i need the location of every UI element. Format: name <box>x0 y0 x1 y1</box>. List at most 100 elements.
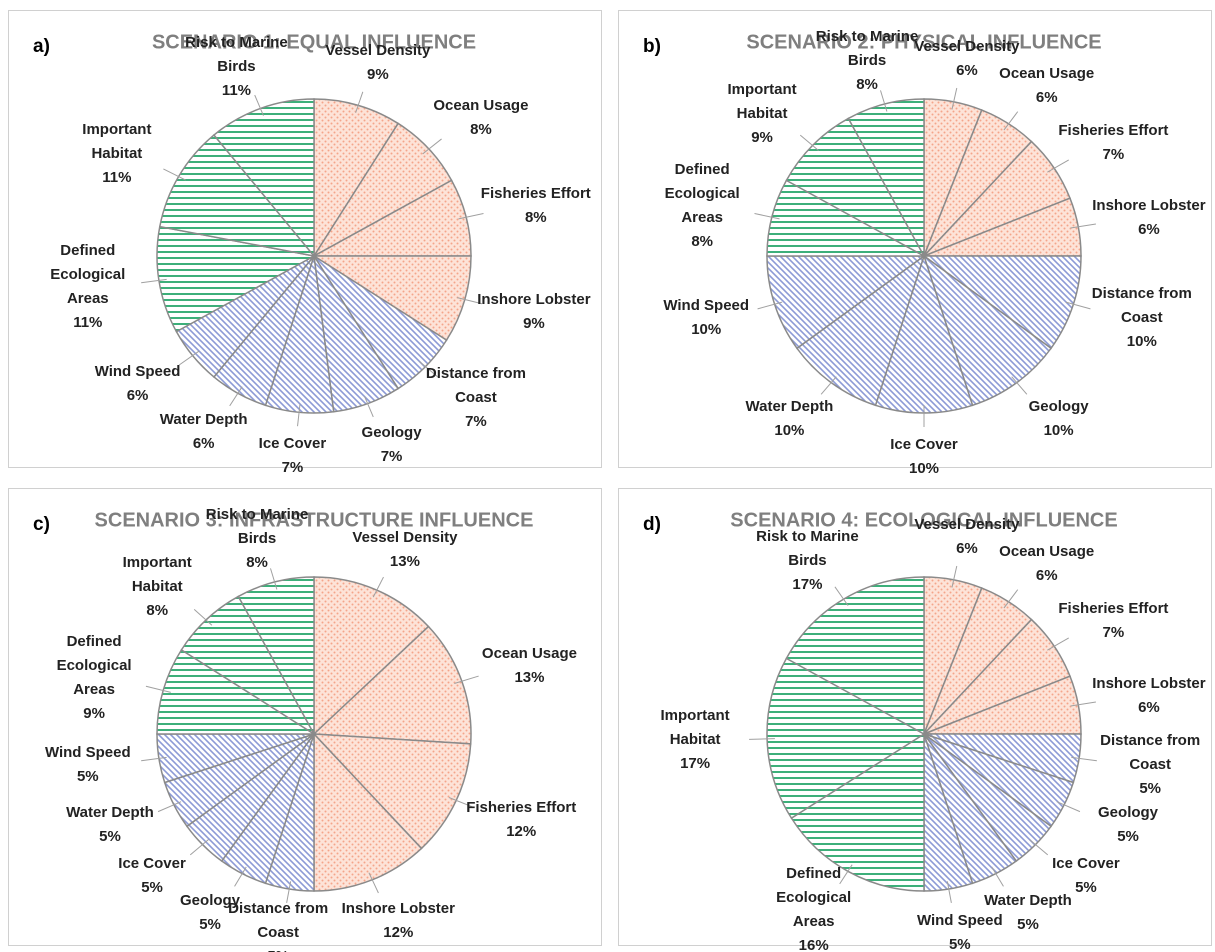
pie-slice <box>313 576 430 736</box>
slice-label: Wind Speed 10% <box>647 294 765 342</box>
category-label: Vessel Density <box>914 37 1020 55</box>
value-label: 7% <box>281 459 304 477</box>
slice-label: Fisheries Effort 12% <box>462 796 580 844</box>
leader-line <box>178 350 200 366</box>
value-label: 7% <box>1102 624 1125 642</box>
panel: a) SCENARIO 1: EQUAL INFLUENCE Vessel Dens… <box>8 10 602 476</box>
category-label: Ice Cover <box>258 435 327 453</box>
value-label: 8% <box>470 121 492 139</box>
chart-title: SCENARIO 4: ECOLOGICAL INFLUENCE <box>730 509 1117 531</box>
chart-title: SCENARIO 3: INFRASTRUCTURE INFLUENCE <box>95 509 534 531</box>
value-label: 12% <box>383 923 414 941</box>
slice-label: Water Depth 6% <box>145 408 263 456</box>
slice-label: Fisheries Effort 7% <box>1054 597 1172 645</box>
value-label: 10% <box>908 460 940 477</box>
category-label: Important Habitat <box>660 707 730 749</box>
leader-line <box>1070 223 1096 229</box>
leader-line <box>286 881 292 903</box>
pie-slice <box>790 732 925 892</box>
leader-line <box>254 94 264 116</box>
pie-slice <box>158 133 316 258</box>
value-label: 8% <box>691 233 714 250</box>
slice-label: Important Habitat 9% <box>703 78 821 150</box>
leader-line <box>141 278 167 284</box>
slice-label: Water Depth 10% <box>730 395 848 443</box>
slice-label: Geology 10% <box>1000 395 1118 443</box>
panel: b) SCENARIO 2: PHYSICAL INFLUENCE Vessel D… <box>618 10 1212 477</box>
leader-line <box>422 138 442 155</box>
category-label: Inshore Lobster <box>1092 197 1206 215</box>
category-label: Ice Cover <box>890 436 958 453</box>
leader-line <box>1047 159 1069 173</box>
slice-label: Fisheries Effort 8% <box>477 182 595 230</box>
slice-label: Geology 5% <box>1069 801 1187 849</box>
leader-line <box>457 297 483 305</box>
pie-slice <box>922 254 1053 407</box>
value-label: 17% <box>680 755 711 773</box>
pie-chart: c) SCENARIO 3: INFRASTRUCTURE INFLUENCE <box>33 509 534 903</box>
leader-line <box>880 90 888 112</box>
category-label: Distance from Coast <box>1091 285 1192 327</box>
value-label: 8% <box>246 554 268 572</box>
slice-label: Defined Ecological Areas 11% <box>29 239 147 335</box>
category-label: Wind Speed <box>44 744 131 762</box>
slice-label: Defined Ecological Areas 16% <box>755 862 873 952</box>
value-label: 13% <box>389 552 420 570</box>
leader-line <box>1047 637 1069 651</box>
slice-label: Inshore Lobster 12% <box>339 897 457 945</box>
leader-line <box>1011 376 1028 395</box>
category-label: Vessel Density <box>325 41 431 59</box>
category-label: Wind Speed <box>94 363 181 381</box>
slice-label: Ocean Usage 8% <box>422 94 540 142</box>
slice-label: Distance from Coast 5% <box>219 897 337 952</box>
pie-chart: a) SCENARIO 1: EQUAL INFLUENCE <box>33 31 484 427</box>
leader-line <box>157 801 182 813</box>
value-label: 5% <box>1117 828 1139 846</box>
value-label: 5% <box>1075 879 1097 897</box>
category-label: Risk to Marine Birds <box>815 28 919 70</box>
value-label: 6% <box>1138 221 1160 239</box>
slice-label: Distance from Coast 5% <box>1091 729 1209 801</box>
value-label: 6% <box>126 387 149 405</box>
leader-line <box>1070 701 1096 707</box>
value-label: 9% <box>523 315 545 333</box>
category-label: Geology <box>180 892 241 910</box>
leader-line <box>951 87 958 110</box>
value-label: 7% <box>465 413 487 431</box>
slice-label: Ice Cover 10% <box>865 433 983 481</box>
leader-line <box>193 608 213 626</box>
category-label: Important Habitat <box>727 80 797 122</box>
slice-label: Geology 5% <box>151 889 269 937</box>
slice-label: Ice Cover 5% <box>1027 852 1145 900</box>
category-label: Important Habitat <box>122 554 192 596</box>
slice-label: Water Depth 5% <box>969 889 1087 937</box>
category-label: Ocean Usage <box>481 644 577 662</box>
slice-label: Geology 7% <box>333 421 451 469</box>
leader-line <box>141 756 167 762</box>
category-label: Inshore Lobster <box>341 899 455 917</box>
value-label: 10% <box>691 321 722 339</box>
leader-line <box>163 168 186 181</box>
category-label: Geology <box>361 424 422 442</box>
value-label: 16% <box>798 937 829 952</box>
panel: c) SCENARIO 3: INFRASTRUCTURE INFLUENCE Ve… <box>8 488 602 952</box>
category-label: Ice Cover <box>1052 855 1120 873</box>
slice-label: Inshore Lobster 6% <box>1090 672 1208 720</box>
value-label: 9% <box>751 128 773 146</box>
value-label: 6% <box>956 539 978 557</box>
leader-line <box>834 586 849 606</box>
value-label: 8% <box>856 76 878 94</box>
slice-label: Wind Speed 5% <box>901 909 1019 952</box>
value-label: 5% <box>219 945 337 952</box>
category-label: Water Depth <box>745 397 834 415</box>
category-label: Fisheries Effort <box>1058 122 1169 140</box>
pie-slice <box>785 576 925 736</box>
slice-label: Risk to Marine Birds 8% <box>808 25 926 97</box>
value-label: 6% <box>1138 699 1160 717</box>
slice-label: Wind Speed 6% <box>79 360 197 408</box>
category-label: Inshore Lobster <box>477 291 591 309</box>
category-label: Water Depth <box>66 804 154 822</box>
value-label: 11% <box>221 81 252 99</box>
value-label: 6% <box>1035 89 1058 107</box>
